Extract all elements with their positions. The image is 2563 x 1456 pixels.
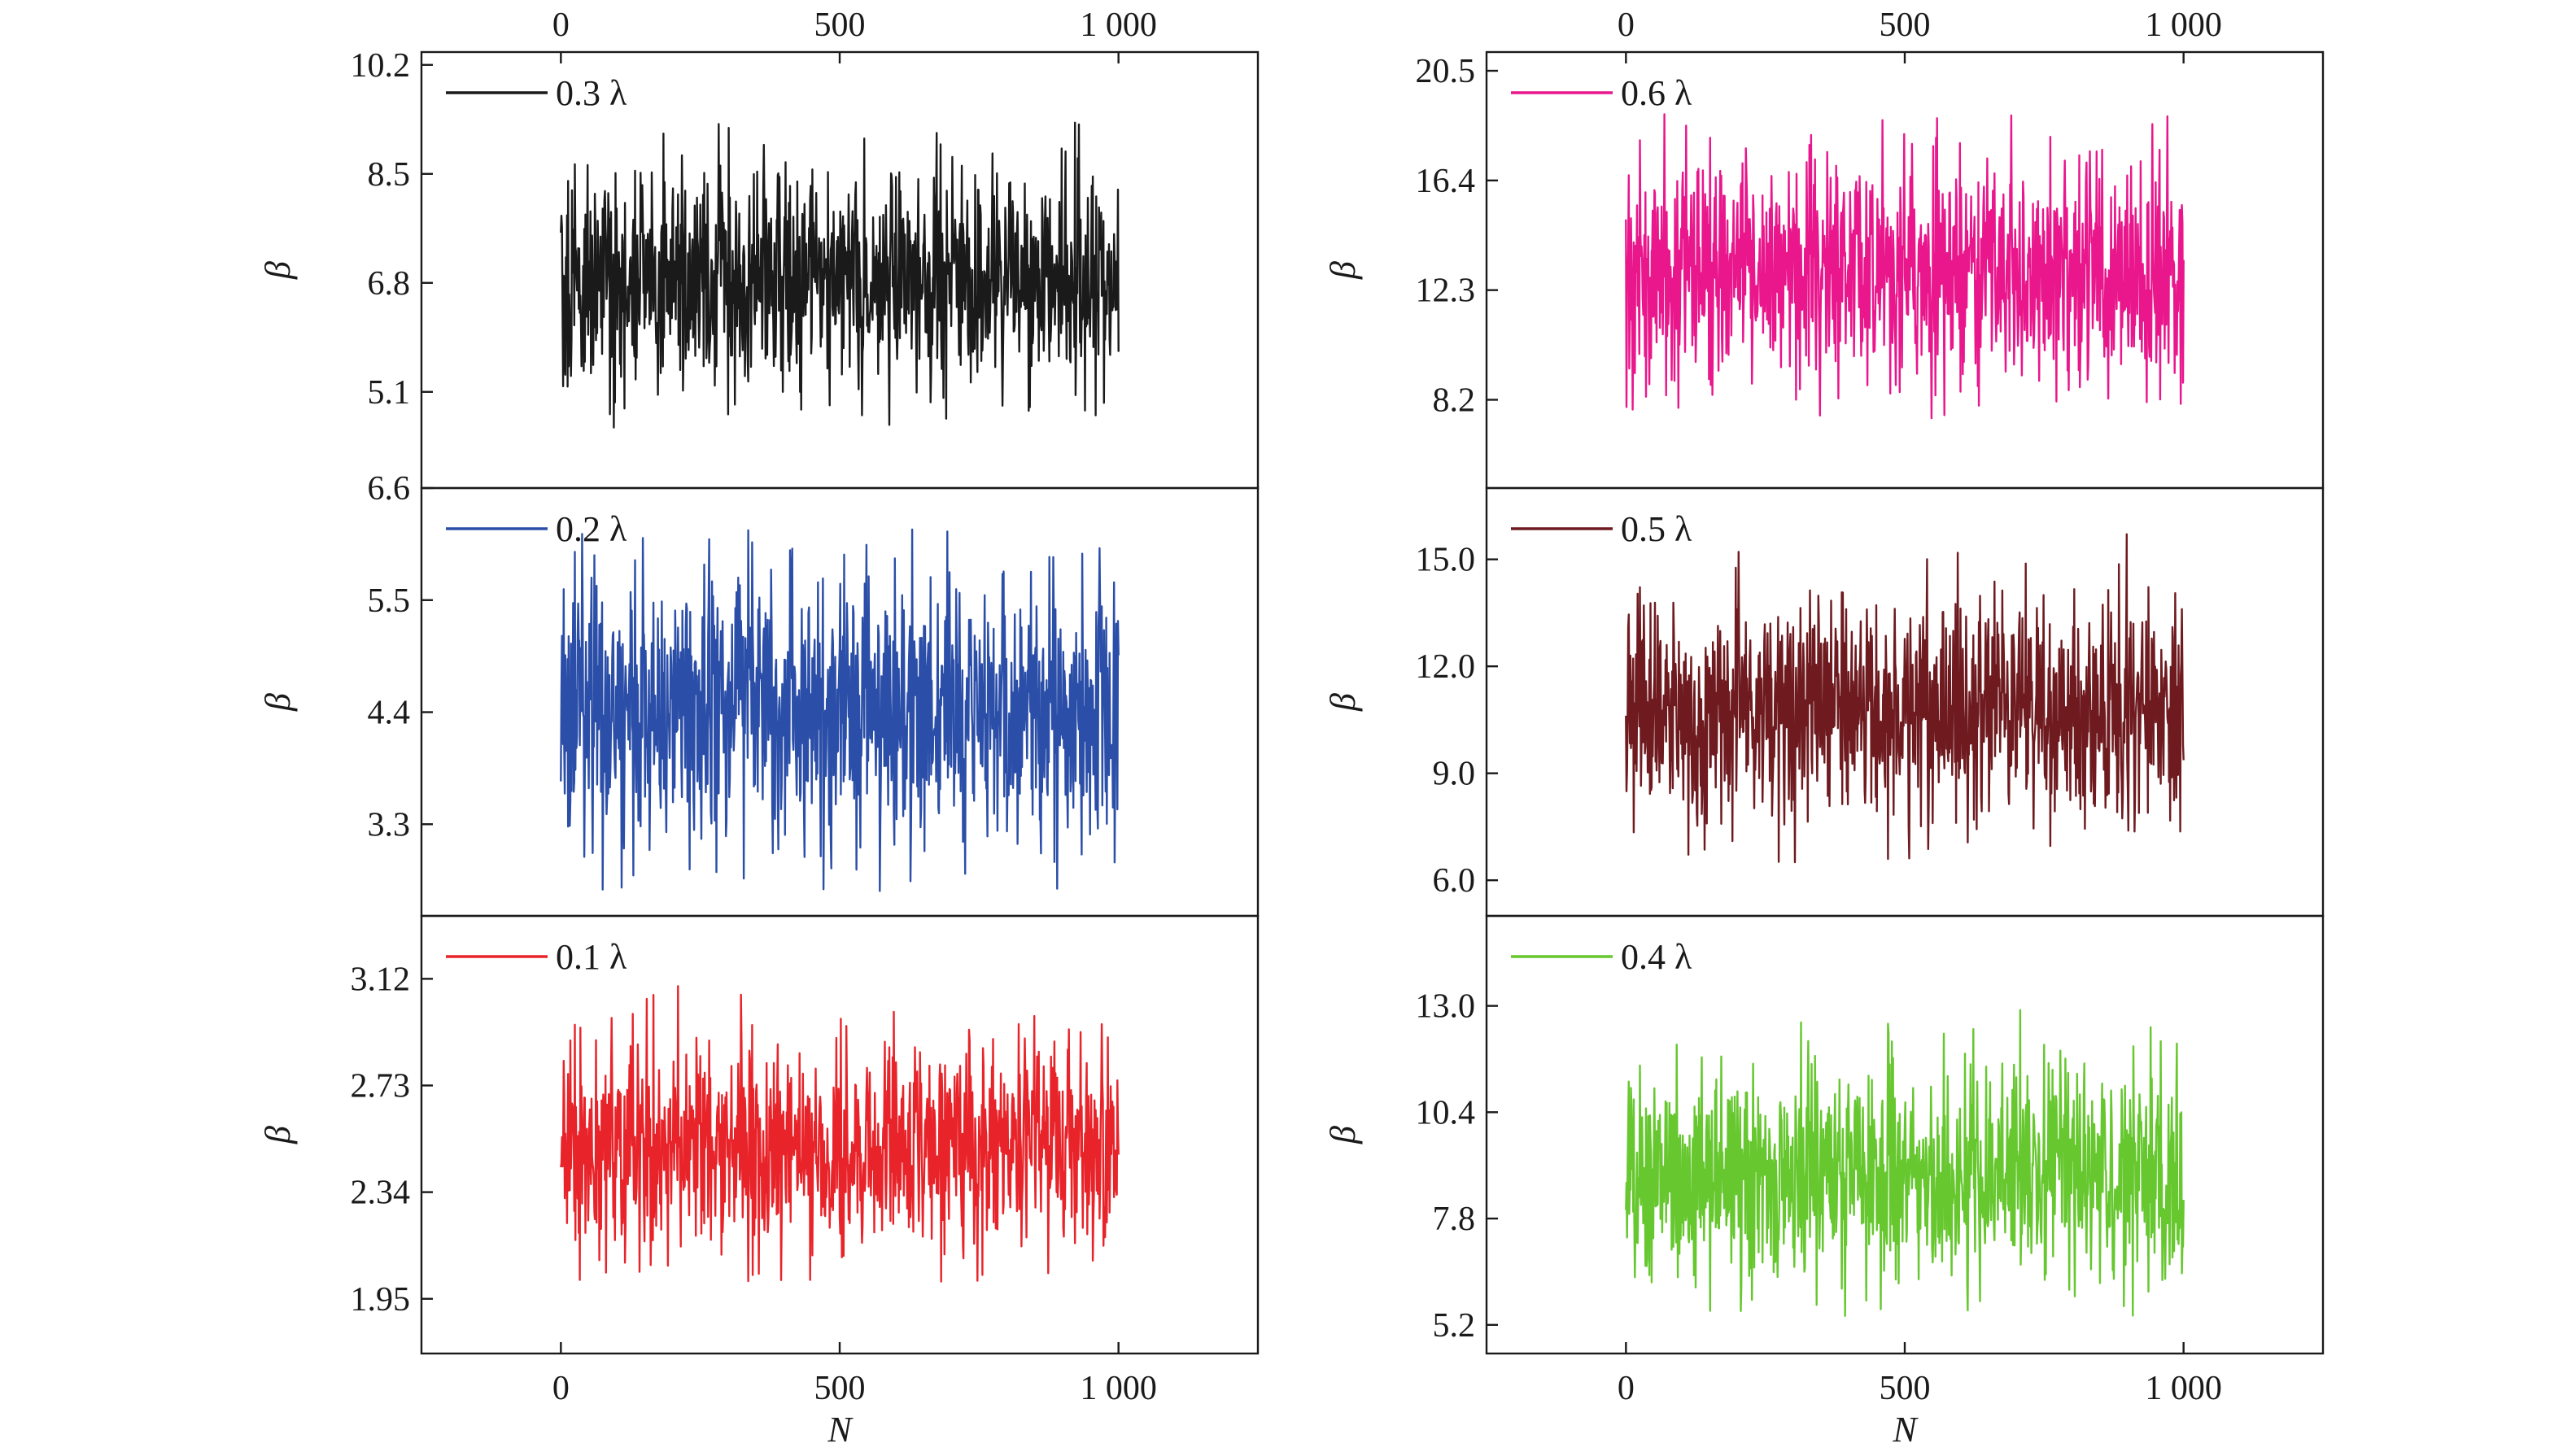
panel-left-0-top-xtick-label-2: 1 000	[1080, 7, 1157, 44]
panel-left-2-xlabel: N	[827, 1410, 854, 1449]
panel-left-0-top-xtick-label-0: 0	[552, 7, 570, 44]
panel-right-1-series-line	[1625, 533, 2185, 864]
panel-right-0-ytick-label-3: 8.2	[1433, 381, 1476, 419]
panel-left-0: 10.2 8.5 6.8 5.1 β 0 500 1 000 0.3 λ	[258, 7, 1260, 490]
panel-right-1-legend-label: 0.5 λ	[1621, 509, 1692, 549]
panel-right-0: 20.5 16.4 12.3 8.2 β 0 500 1 000 0.6 λ	[1323, 7, 2325, 490]
panel-left-1-series-line	[560, 528, 1120, 892]
panel-right-2-legend-label: 0.4 λ	[1621, 937, 1692, 977]
panel-right-0-top-xtick-label-2: 1 000	[2145, 7, 2222, 44]
panel-right-2-ytick-label-3: 5.2	[1433, 1307, 1476, 1345]
panel-right-2-xtick-label-2: 1 000	[2145, 1370, 2222, 1407]
panel-left-2-xtick-label-1: 500	[814, 1370, 866, 1407]
panel-right-1-ylabel: β	[1323, 693, 1363, 712]
panel-left-2-ytick-label-0: 3.12	[351, 961, 411, 998]
panel-right-2-xtick-label-1: 500	[1880, 1370, 1931, 1407]
panel-right-2-ytick-label-2: 7.8	[1433, 1201, 1476, 1238]
panel-left-0-ytick-label-1: 8.5	[368, 156, 411, 194]
panel-right-0-ytick-label-0: 20.5	[1416, 53, 1476, 90]
panel-right-2-series-line	[1625, 1009, 2185, 1317]
panel-left-2-ylabel: β	[258, 1126, 298, 1144]
panel-right-0-ytick-label-2: 12.3	[1416, 272, 1476, 310]
panel-left-2-series-line	[560, 985, 1120, 1283]
panel-left-0-ylabel: β	[258, 261, 298, 280]
panel-right-0-top-xtick-label-0: 0	[1618, 7, 1635, 44]
panel-left-0-ytick-label-0: 10.2	[351, 47, 411, 85]
panel-right-2: 13.0 10.4 7.8 5.2 β 0 500 1 000 N 0.4 λ	[1323, 914, 2325, 1449]
panel-right-1-ytick-label-3: 6.0	[1433, 862, 1476, 900]
panel-left-0-top-xtick-label-1: 500	[814, 7, 866, 44]
panel-left-1-ytick-label-3: 3.3	[368, 806, 411, 844]
panel-left-2-legend-label: 0.1 λ	[556, 937, 627, 977]
panel-left-2-ytick-label-3: 1.95	[351, 1281, 411, 1319]
panel-left-1: 6.6 5.5 4.4 3.3 β 0.2 λ	[258, 470, 1260, 918]
panel-right-2-ylabel: β	[1323, 1126, 1363, 1144]
panel-left-1-ytick-label-0: 6.6	[368, 470, 411, 508]
panel-left-1-legend-label: 0.2 λ	[556, 509, 627, 549]
panel-left-0-legend-label: 0.3 λ	[556, 73, 627, 113]
panel-left-2-ytick-label-2: 2.34	[351, 1175, 411, 1212]
panel-right-0-series-line	[1625, 113, 2185, 420]
panel-right-1: 15.0 12.0 9.0 6.0 β 0.5 λ	[1323, 486, 2325, 918]
panel-right-1-ytick-label-2: 9.0	[1433, 756, 1476, 793]
panel-right-0-legend-label: 0.6 λ	[1621, 73, 1692, 113]
panel-left-2-ytick-label-1: 2.73	[351, 1067, 411, 1105]
panel-left-0-ytick-label-3: 5.1	[368, 374, 411, 412]
panel-left-0-ytick-label-2: 6.8	[368, 265, 411, 303]
panel-left-2-xtick-label-2: 1 000	[1080, 1370, 1157, 1407]
panel-left-2-xtick-label-0: 0	[552, 1370, 570, 1407]
panel-left-0-series-line	[560, 121, 1120, 429]
panel-left-1-ylabel: β	[258, 693, 298, 712]
panel-right-2-ytick-label-1: 10.4	[1416, 1094, 1476, 1131]
panel-right-2-xtick-label-0: 0	[1618, 1370, 1635, 1407]
panel-right-0-ylabel: β	[1323, 261, 1363, 280]
panel-right-1-ytick-label-0: 15.0	[1416, 542, 1476, 579]
panel-left-1-ytick-label-1: 5.5	[368, 582, 411, 620]
panel-left-2: 3.12 2.73 2.34 1.95 β 0 500 1 000 N 0.1 λ	[258, 914, 1260, 1449]
panel-right-2-ytick-label-0: 13.0	[1416, 988, 1476, 1026]
panel-right-0-ytick-label-1: 16.4	[1416, 163, 1476, 200]
panel-right-0-top-xtick-label-1: 500	[1880, 7, 1931, 44]
panel-right-2-xlabel: N	[1892, 1410, 1919, 1449]
panel-right-1-ytick-label-1: 12.0	[1416, 648, 1476, 686]
panel-left-1-ytick-label-2: 4.4	[368, 695, 411, 732]
